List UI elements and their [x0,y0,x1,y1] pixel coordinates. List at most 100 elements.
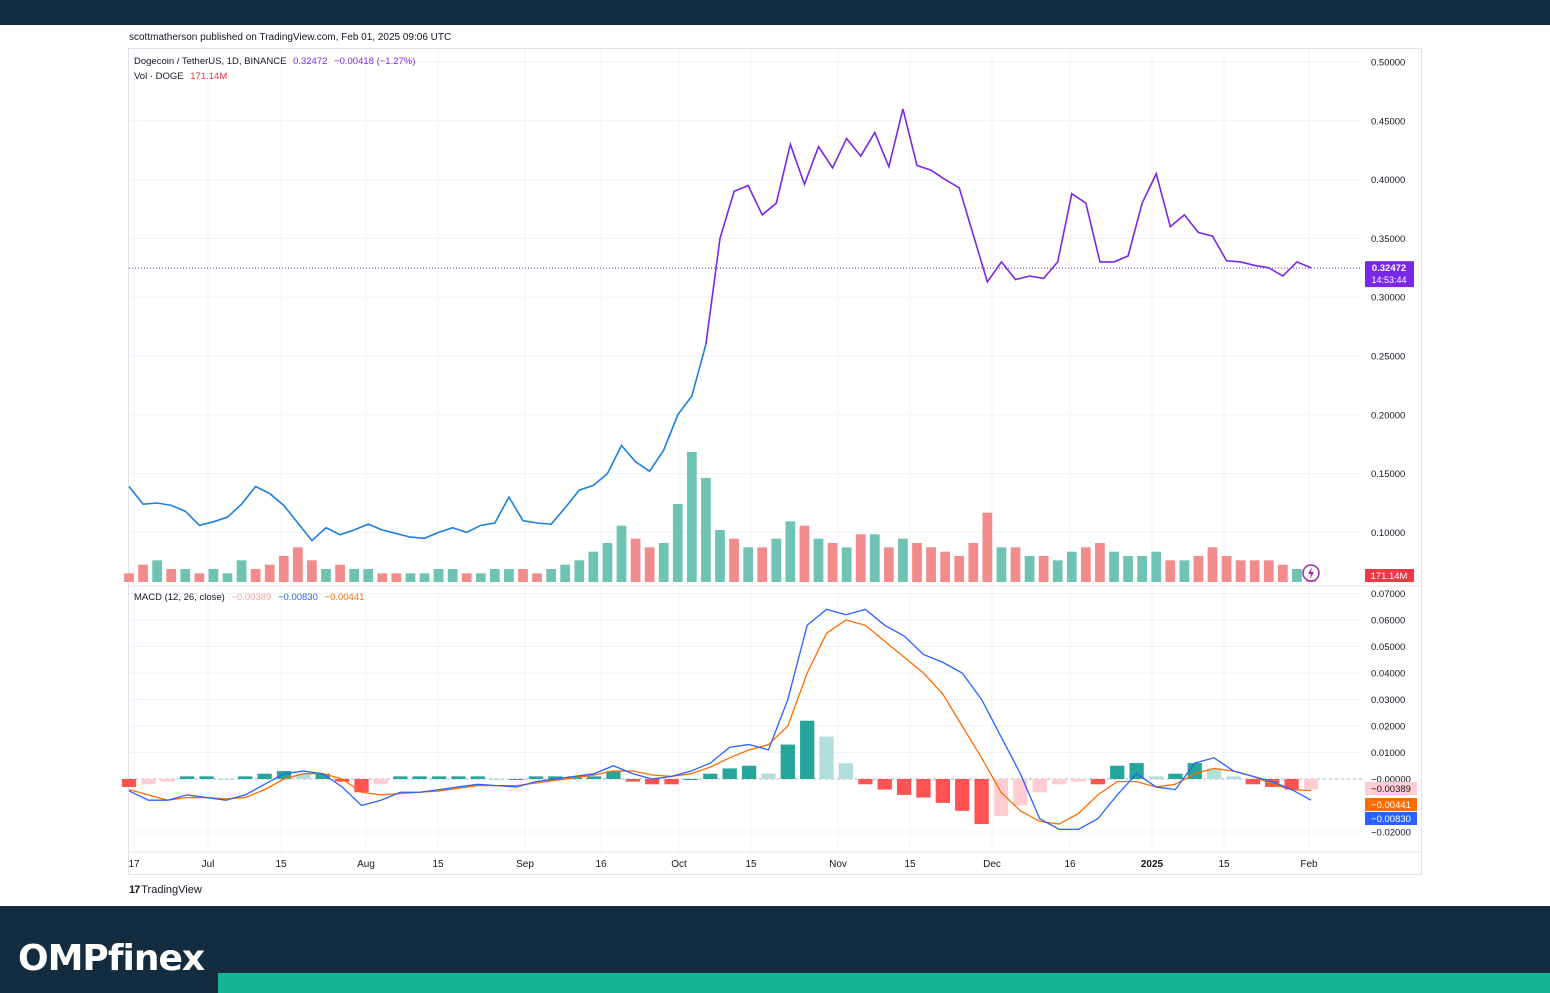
macd-histogram-bar [586,776,602,779]
chart-frame [128,48,1422,875]
volume-bar [152,560,163,582]
tradingview-logo[interactable]: 17 TradingView [129,884,202,896]
macd-histogram-bar [935,779,950,803]
volume-bar [672,504,683,582]
volume-bar [236,560,247,582]
top-banner [0,0,1550,25]
volume-bar [982,512,993,582]
macd-histogram-bar [121,779,137,787]
macd-histogram-bar [1226,776,1241,779]
macd-axis-tick: 0.02000 [1371,722,1405,733]
macd-histogram-bar [528,776,544,779]
volume-badge-value: 171.14M [1371,571,1408,582]
macd-histogram-bar [1090,779,1106,785]
macd-histogram-bar [1284,779,1299,790]
volume-bar [1052,560,1063,582]
macd-histogram-bar [819,736,834,779]
time-axis-tick: Nov [829,859,847,870]
volume-bar [869,534,880,582]
volume-bar [926,547,936,582]
macd-histogram-bar [1303,779,1319,790]
volume-bar [1207,547,1218,582]
macd-histogram-bar [1245,779,1261,785]
volume-bar [701,478,711,582]
macd-histogram-bar [974,779,989,825]
bottom-accent-strip [218,973,1550,993]
macd-hist-badge-value: −0.00389 [1371,784,1411,795]
macd-histogram-bar [1071,779,1086,782]
macd-histogram-bar [800,720,815,779]
volume-bar [307,560,317,582]
volume-bar [504,569,514,582]
volume-bar [349,569,360,582]
volume-bar [1263,560,1274,582]
volume-bar [1151,551,1162,582]
volume-bar [433,569,444,582]
volume-bar [166,569,177,582]
macd-histogram-bar [955,779,970,811]
time-axis-tick: 15 [275,859,287,870]
macd-histogram-bar [451,776,466,779]
time-axis-tick: Jul [202,859,215,870]
time-axis-tick: Dec [983,859,1001,870]
volume-bar [715,530,725,582]
macd-histogram-bar [354,779,369,793]
macd-axis-tick: −0.02000 [1371,828,1411,839]
macd-legend-signal: −0.00441 [324,592,365,603]
volume-bar [658,543,669,582]
volume-bar [912,543,922,582]
macd-histogram-bar [296,773,311,779]
volume-bar [757,547,768,582]
macd-histogram-bar [334,779,350,782]
macd-legend: MACD (12, 26, close) −0.00389 −0.00830 −… [134,592,368,603]
macd-histogram-bar [625,779,640,782]
time-axis-tick: 15 [904,859,916,870]
macd-histogram-bar [741,765,757,779]
volume-bar [532,573,542,582]
volume-bar [630,538,641,582]
volume-bar [560,564,571,582]
volume-bar [743,547,754,582]
volume-bar [1235,560,1246,582]
volume-bar [292,547,303,582]
macd-histogram-bar [315,773,330,779]
macd-histogram-bar [916,779,931,798]
macd-histogram-bar [490,779,505,780]
time-axis-tick: 16 [595,859,607,870]
macd-histogram-bar [141,779,156,785]
macd-histogram-bar [896,779,912,795]
volume-bar [785,521,796,582]
volume-bar [686,452,697,582]
macd-line [128,608,1312,830]
macd-histogram-bar [877,779,892,790]
volume-bar [968,543,979,582]
volume-bar [363,569,374,582]
macd-histogram-bar [179,776,195,779]
volume-bar [940,551,951,582]
volume-bar [1165,560,1176,582]
macd-signal-badge-value: −0.00441 [1371,800,1411,811]
lightning-glyph [1308,567,1314,579]
volume-legend-value: 171.14M [190,71,228,82]
volume-bar [1221,556,1232,582]
volume-bar [546,569,557,582]
volume-bar [1038,556,1049,582]
price-volume-macd-chart: 0.10000 0.15000 0.20000 0.25000 0.30000 0.350… [121,50,1421,870]
volume-bar [194,573,205,582]
macd-histogram-bar [393,776,408,779]
volume-bar [321,569,331,582]
volume-bar [771,538,782,582]
macd-legend-hist: −0.00389 [231,592,272,603]
volume-bar [208,569,219,582]
volume-bar [138,564,148,582]
volume-bar [1109,551,1119,582]
volume-bar [644,547,655,582]
macd-histogram-bar [722,768,737,779]
price-axis-tick: 0.45000 [1371,116,1405,127]
volume-bar [813,538,824,582]
macd-histogram-bar [548,776,563,779]
volume-bar [461,573,472,582]
volume-bar [264,564,275,582]
volume-bar [574,560,585,582]
volume-bar [602,543,613,582]
